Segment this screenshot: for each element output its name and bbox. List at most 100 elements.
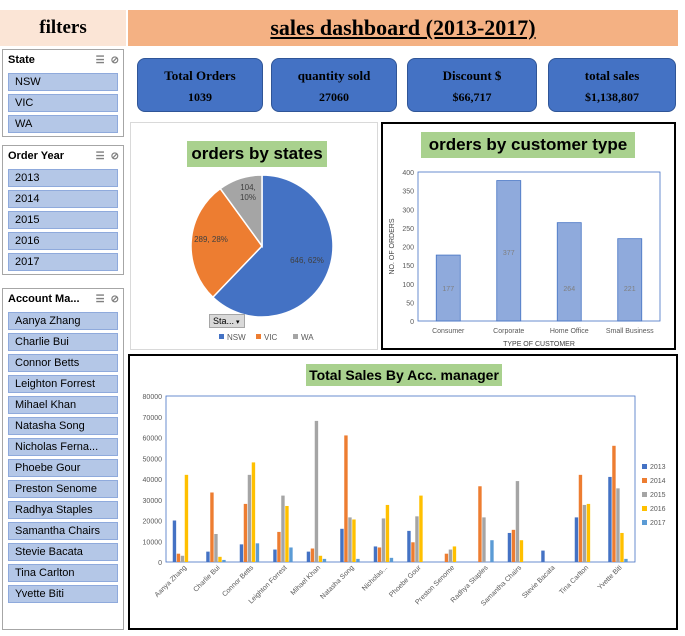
x-tick-label: Phoebe Gour [388,564,423,599]
manager-sales-bar [541,550,545,562]
slicer-item-account-manager[interactable]: Nicholas Ferna... [8,438,118,456]
legend-label: 2016 [650,506,666,513]
manager-sales-bar [251,462,256,562]
bar-data-label: 264 [563,286,575,293]
slicer-item-state[interactable]: WA [8,115,118,133]
manager-sales-bar [407,530,411,562]
manager-sales-bar [210,492,214,562]
account-manager-slicer-title: Account Ma... [8,293,80,305]
customer-type-bar [556,222,582,322]
slicer-item-year[interactable]: 2016 [8,232,118,250]
pie-filter-label: Sta... [213,316,235,326]
pie-data-label: 104, [240,183,256,192]
orders-by-states-panel: orders by states 646, 62% 289, 28% 104, 10%… [130,122,378,350]
slicer-item-year[interactable]: 2015 [8,211,118,229]
pie-data-label: 646, 62% [290,256,324,265]
slicer-item-account-manager[interactable]: Connor Betts [8,354,118,372]
manager-sales-bar [373,546,378,562]
y-tick-label: 250 [402,226,414,233]
customer-type-bar [496,180,522,322]
y-tick-label: 70000 [143,415,163,422]
manager-sales-bar [184,474,189,562]
legend-swatch [219,334,224,339]
clear-filter-icon[interactable]: ⊘ [110,54,119,66]
manager-sales-bar [239,544,244,562]
manager-sales-bar [214,533,218,562]
manager-sales-bar [411,542,415,562]
slicer-item-account-manager[interactable]: Charlie Bui [8,333,118,351]
multi-select-icon[interactable]: ☰ [95,293,105,305]
y-tick-label: 0 [410,319,414,326]
manager-sales-bar [222,559,226,562]
y-tick-label: 10000 [143,539,163,546]
clear-filter-icon[interactable]: ⊘ [110,150,119,162]
slicer-item-account-manager[interactable]: Natasha Song [8,417,118,435]
order-year-slicer: Order Year ☰ ⊘ 2013 2014 2015 2016 2017 [2,145,124,275]
pie-filter-button[interactable]: Sta... ▾ [209,314,245,328]
bar-data-label: 377 [503,250,515,257]
slicer-item-year[interactable]: 2017 [8,253,118,271]
x-tick-label: Aanya Zhang [154,564,188,598]
kpi-quantity-sold: quantity sold 27060 [271,58,397,112]
manager-chart-title: Total Sales By Acc. manager [306,364,502,386]
manager-sales-bar [612,445,616,562]
dashboard-title: sales dashboard (2013-2017) [270,15,536,40]
manager-sales-bar [608,476,612,562]
multi-select-icon[interactable]: ☰ [95,54,105,66]
slicer-item-account-manager[interactable]: Preston Senome [8,480,118,498]
slicer-item-account-manager[interactable]: Phoebe Gour [8,459,118,477]
x-tick-label: Connor Betts [221,564,255,598]
manager-sales-bar [318,555,323,562]
legend-swatch [642,506,647,511]
manager-sales-bar [444,553,449,562]
slicer-item-account-manager[interactable]: Yvette Biti [8,585,118,603]
manager-sales-bar [415,516,419,562]
manager-sales-bar [616,488,620,562]
legend-swatch [642,464,647,469]
manager-sales-bar [255,543,260,562]
manager-sales-bar [389,557,394,562]
slicer-item-account-manager[interactable]: Radhya Staples [8,501,118,519]
y-axis-title: NO. OF ORDERS [389,218,396,274]
slicer-item-state[interactable]: VIC [8,94,118,112]
manager-sales-bar [314,420,319,562]
y-tick-label: 80000 [143,394,163,401]
kpi-label: total sales [584,68,640,83]
state-slicer: State ☰ ⊘ NSW VIC WA [2,49,124,137]
y-tick-label: 60000 [143,436,163,443]
slicer-item-state[interactable]: NSW [8,73,118,91]
legend-label: 2013 [650,464,666,471]
slicer-item-account-manager[interactable]: Leighton Forrest [8,375,118,393]
customer-type-bar [617,238,643,322]
slicer-item-account-manager[interactable]: Tina Carlton [8,564,118,582]
slicer-item-account-manager[interactable]: Samantha Chairs [8,522,118,540]
slicer-item-account-manager[interactable]: Aanya Zhang [8,312,118,330]
manager-sales-bar [206,551,210,562]
plot-area-border [417,171,661,322]
bar-data-label: 221 [624,286,636,293]
x-axis-title: TYPE OF CUSTOMER [503,341,575,348]
manager-sales-bar [578,474,583,562]
pie-chart-title: orders by states [187,141,327,167]
manager-sales-bar [574,517,579,562]
manager-sales-bar [478,486,482,562]
manager-sales-bar [243,503,248,562]
slicer-item-year[interactable]: 2013 [8,169,118,187]
manager-sales-bar [322,558,327,562]
manager-sales-bar [277,531,281,562]
clear-filter-icon[interactable]: ⊘ [110,293,119,305]
manager-sales-bar [620,532,624,562]
legend-label: NSW [227,333,246,342]
multi-select-icon[interactable]: ☰ [95,150,105,162]
slicer-item-account-manager[interactable]: Stevie Bacata [8,543,118,561]
manager-sales-bar [352,519,356,562]
state-slicer-header: State ☰ ⊘ [3,50,123,70]
slicer-item-account-manager[interactable]: Mihael Khan [8,396,118,414]
manager-sales-bar [344,435,348,562]
manager-sales-bar [273,549,277,562]
slicer-item-year[interactable]: 2014 [8,190,118,208]
manager-sales-bar [515,481,520,562]
manager-sales-bar [519,540,524,562]
pie-data-label: 10% [240,193,256,202]
manager-sales-bar [180,555,185,562]
